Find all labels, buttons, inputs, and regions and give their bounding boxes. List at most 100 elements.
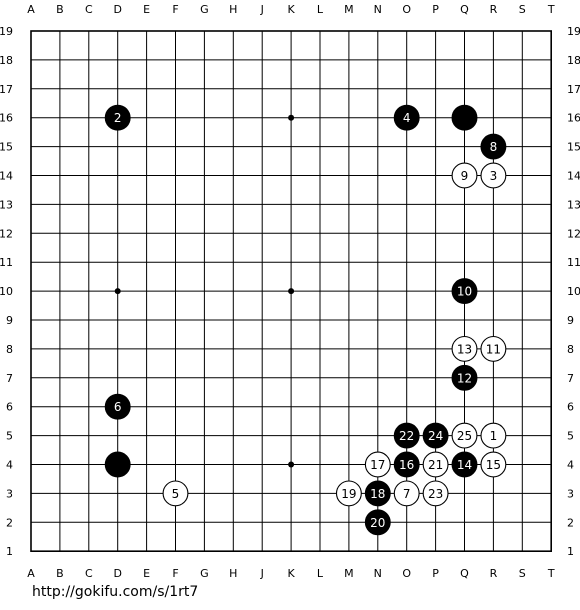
stone-disc [480, 133, 507, 160]
move-number: 1 [490, 429, 498, 443]
star-point [288, 114, 295, 121]
black-stone: 20 [364, 509, 391, 536]
row-label: 9 [6, 314, 13, 327]
move-number: 22 [399, 429, 414, 443]
stone-disc [451, 162, 478, 189]
row-label: 17 [0, 83, 13, 96]
move-number: 4 [403, 111, 411, 125]
black-stone: 12 [451, 364, 478, 391]
move-number: 15 [486, 458, 501, 472]
row-label: 7 [6, 372, 13, 385]
row-label: 11 [0, 256, 13, 269]
row-label: 4 [567, 459, 574, 472]
row-label: 6 [6, 401, 13, 414]
black-stone [451, 104, 478, 131]
column-label: M [344, 3, 354, 16]
stone-disc [393, 104, 420, 131]
column-label: L [317, 567, 324, 580]
column-label: C [85, 3, 93, 16]
row-label: 3 [567, 487, 574, 500]
source-url[interactable]: http://gokifu.com/s/1rt7 [32, 584, 199, 600]
row-label: 2 [567, 516, 574, 529]
column-label: S [519, 3, 526, 16]
move-number: 20 [370, 516, 385, 530]
white-stone: 25 [451, 422, 478, 449]
row-label: 19 [567, 25, 580, 38]
column-label: Q [460, 3, 469, 16]
row-label: 5 [567, 430, 574, 443]
white-stone: 23 [422, 480, 449, 507]
stone-disc [480, 335, 507, 362]
column-label: G [200, 3, 209, 16]
stone-disc [451, 104, 478, 131]
move-number: 16 [399, 458, 414, 472]
column-label: H [229, 567, 237, 580]
row-label: 15 [0, 141, 13, 154]
row-label: 18 [0, 54, 13, 67]
star-point [288, 288, 295, 295]
white-stone: 1 [480, 422, 507, 449]
black-stone: 2 [104, 104, 131, 131]
column-label: F [172, 3, 178, 16]
row-label: 1 [567, 545, 574, 558]
row-label: 17 [567, 83, 580, 96]
move-number: 25 [457, 429, 472, 443]
white-stone: 11 [480, 335, 507, 362]
white-stone: 9 [451, 162, 478, 189]
stone-disc [393, 480, 420, 507]
stone-disc [480, 422, 507, 449]
column-label: S [519, 567, 526, 580]
row-label: 8 [6, 343, 13, 356]
column-label: C [85, 567, 93, 580]
row-label: 11 [567, 256, 580, 269]
go-board: AABBCCDDEEFFGGHHJJKKLLMMNNOOPPQQRRSSTT19… [0, 3, 580, 580]
column-label: G [200, 567, 209, 580]
stone-disc [162, 480, 189, 507]
column-label: N [374, 567, 382, 580]
row-label: 12 [567, 227, 580, 240]
column-label: B [56, 567, 64, 580]
column-label: H [229, 3, 237, 16]
stone-disc [104, 451, 131, 478]
stone-disc [364, 480, 391, 507]
column-label: R [490, 567, 498, 580]
column-label: R [490, 3, 498, 16]
move-number: 2 [114, 111, 122, 125]
row-label: 5 [6, 430, 13, 443]
row-label: 16 [0, 112, 13, 125]
column-label: T [547, 3, 555, 16]
row-label: 19 [0, 25, 13, 38]
move-number: 9 [461, 169, 469, 183]
stone-disc [104, 393, 131, 420]
row-label: 15 [567, 141, 580, 154]
column-label: E [143, 3, 150, 16]
move-number: 10 [457, 285, 472, 299]
black-stone [104, 451, 131, 478]
stone-disc [451, 278, 478, 305]
column-label: B [56, 3, 64, 16]
column-label: Q [460, 567, 469, 580]
column-label: O [402, 567, 411, 580]
row-label: 1 [6, 545, 13, 558]
white-stone: 19 [335, 480, 362, 507]
move-number: 3 [490, 169, 498, 183]
row-label: 16 [567, 112, 580, 125]
white-stone: 3 [480, 162, 507, 189]
stone-disc [451, 451, 478, 478]
column-label: O [402, 3, 411, 16]
row-label: 12 [0, 227, 13, 240]
stone-disc [335, 480, 362, 507]
stone-disc [422, 422, 449, 449]
move-number: 5 [172, 487, 180, 501]
column-label: M [344, 567, 354, 580]
white-stone: 21 [422, 451, 449, 478]
row-label: 2 [6, 516, 13, 529]
column-label: D [113, 3, 121, 16]
black-stone: 8 [480, 133, 507, 160]
stone-disc [422, 480, 449, 507]
row-label: 4 [6, 459, 13, 472]
row-label: 18 [567, 54, 580, 67]
white-stone: 17 [364, 451, 391, 478]
stone-disc [480, 162, 507, 189]
